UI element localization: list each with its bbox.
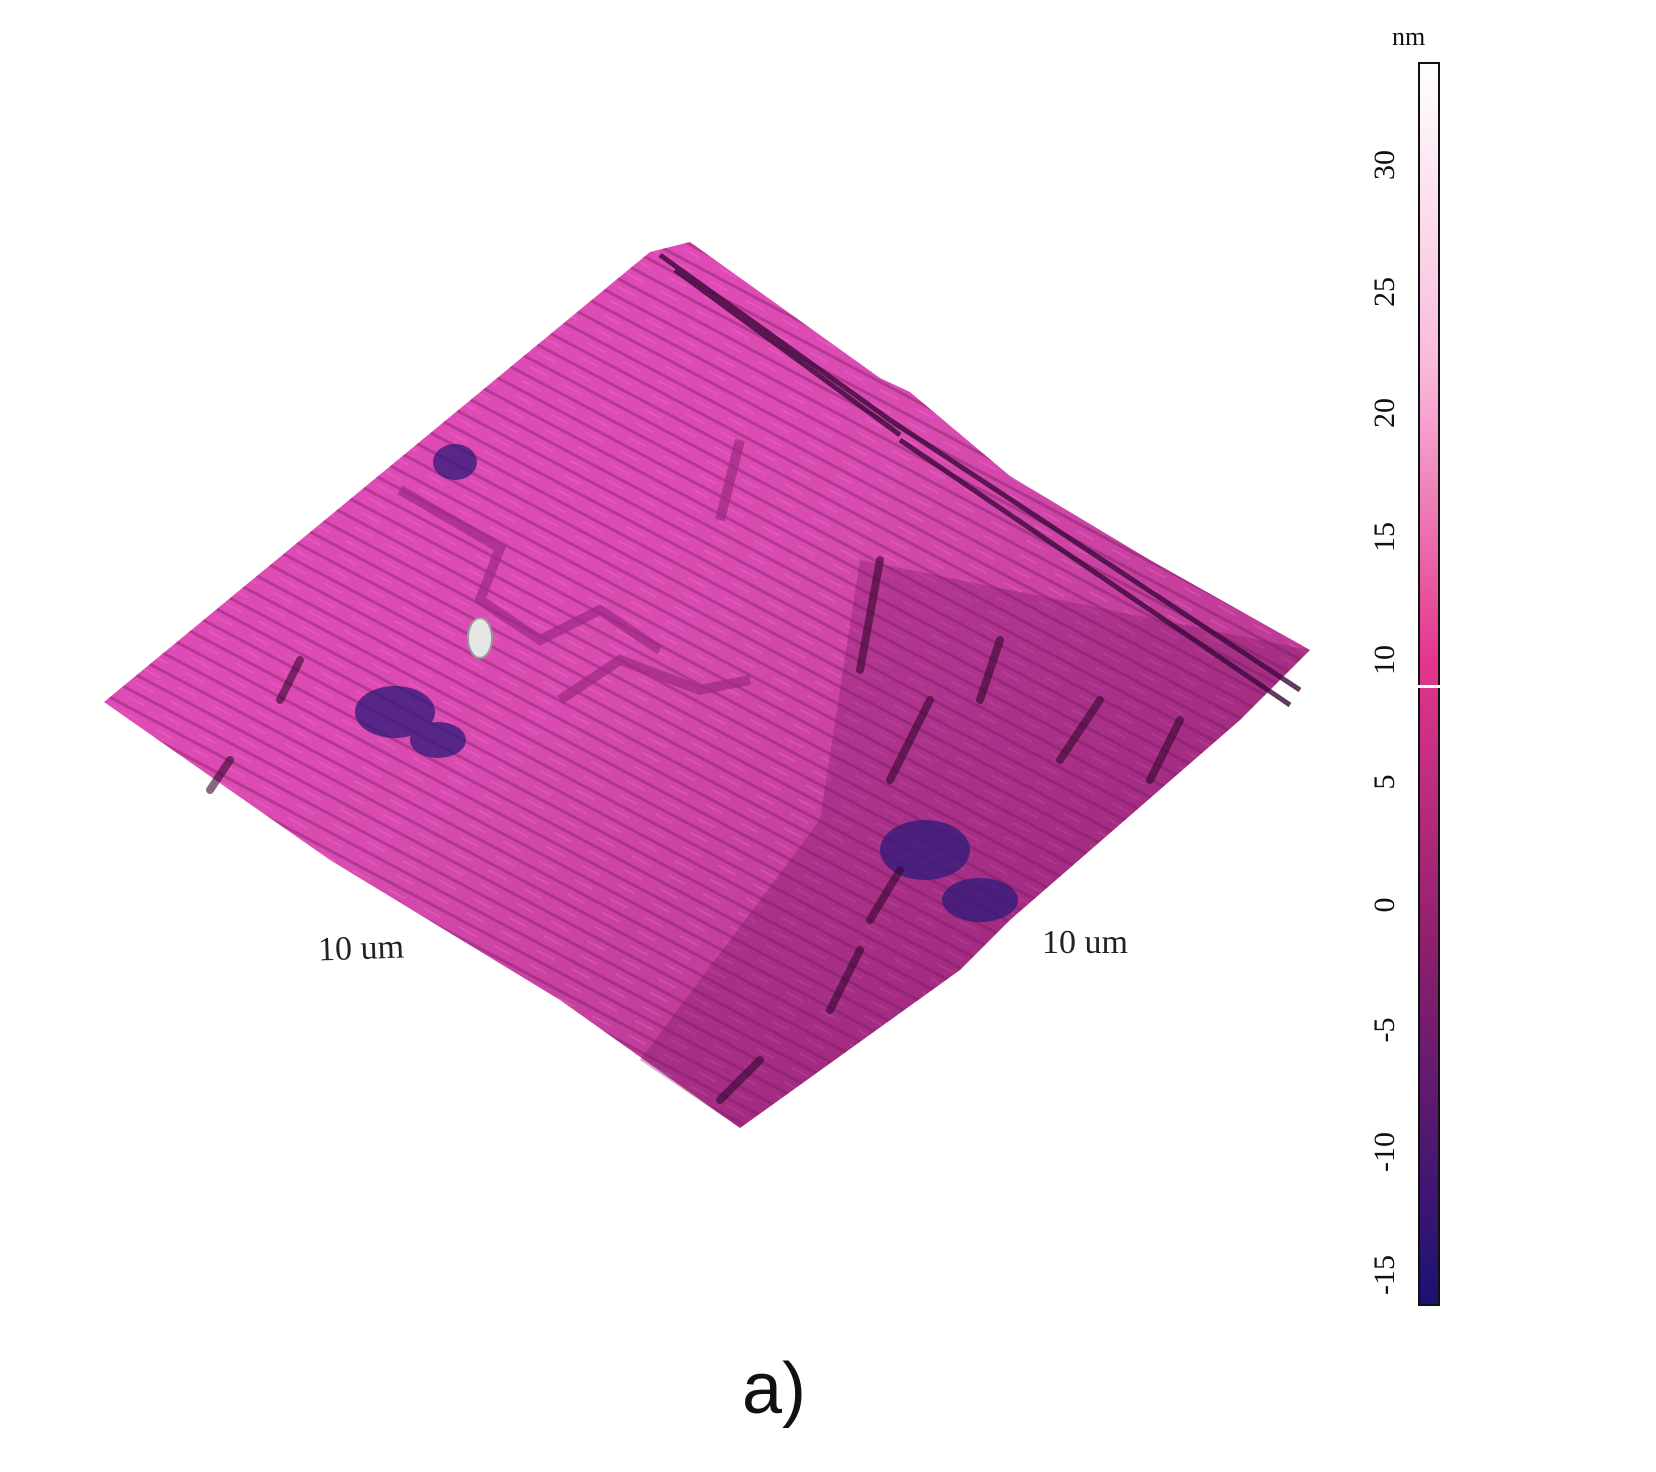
edge-ridges: [658, 252, 1302, 708]
surface-shadow-region: [640, 560, 1310, 1128]
dark-streaks: [206, 556, 1184, 1104]
step-features: [397, 438, 751, 705]
panel-label: a): [742, 1349, 807, 1429]
height-colorbar: [1418, 62, 1440, 1306]
colorbar-unit-label: nm: [1392, 22, 1426, 51]
colorbar-marker: [1418, 685, 1440, 688]
x-axis-label-right: 10 um: [1042, 924, 1128, 961]
surface-bump: [467, 617, 493, 659]
deep-patches: [355, 444, 1018, 922]
x-axis-label-left: 10 um: [317, 928, 405, 969]
